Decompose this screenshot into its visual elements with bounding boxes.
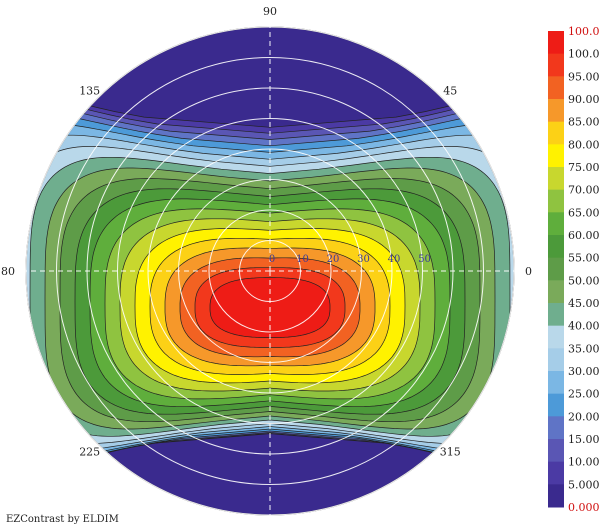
legend-swatch-14	[548, 348, 564, 372]
legend-swatch-19	[548, 461, 564, 485]
legend-swatch-13	[548, 325, 564, 349]
legend-swatch-1	[548, 53, 564, 77]
legend-label-6: 75.00	[568, 161, 600, 174]
angle-label-0: 0	[525, 265, 532, 278]
legend-swatch-7	[548, 189, 564, 213]
legend-swatch-10	[548, 257, 564, 281]
radial-tick-0: 0	[269, 254, 275, 265]
legend-label-8: 65.00	[568, 206, 600, 219]
color-legend: 100.0 100.0 95.00 90.00 85.00 80.00 75.00 70.00…	[548, 25, 600, 514]
radial-tick-labels: 0 10 20 30 40 50	[269, 254, 431, 265]
radial-tick-30: 30	[357, 254, 370, 265]
radial-tick-20: 20	[327, 254, 340, 265]
legend-swatch-9	[548, 235, 564, 259]
legend-label-3: 90.00	[568, 93, 600, 106]
angle-label-45: 45	[443, 85, 457, 98]
legend-swatch-15	[548, 371, 564, 395]
legend-swatch-17	[548, 416, 564, 440]
legend-label-15: 30.00	[568, 365, 600, 378]
legend-swatch-2	[548, 76, 564, 100]
grid-ring-7	[56, 57, 484, 485]
software-credit: EZContrast by ELDIM	[6, 514, 119, 525]
angle-labels: 04590135180225270315	[0, 5, 532, 531]
legend-label-1: 100.0	[568, 48, 600, 61]
legend-label-10: 55.00	[568, 252, 600, 265]
legend-label-19: 10.00	[568, 456, 600, 469]
legend-swatch-3	[548, 99, 564, 123]
legend-swatch-20	[548, 484, 564, 508]
angle-label-180: 180	[0, 265, 15, 278]
legend-swatch-0	[548, 31, 564, 55]
angle-label-315: 315	[440, 445, 461, 458]
legend-label-12: 45.00	[568, 297, 600, 310]
angle-label-135: 135	[79, 85, 100, 98]
legend-swatch-16	[548, 393, 564, 417]
legend-label-21: 0.000	[568, 501, 600, 514]
polar-grid	[25, 26, 515, 516]
legend-label-11: 50.00	[568, 274, 600, 287]
legend-label-13: 40.00	[568, 320, 600, 333]
legend-swatch-18	[548, 439, 564, 463]
legend-swatch-8	[548, 212, 564, 236]
radial-tick-10: 10	[296, 254, 309, 265]
legend-swatch-6	[548, 167, 564, 191]
grid-ring-5	[117, 118, 423, 424]
angle-label-90: 90	[263, 5, 277, 18]
legend-label-9: 60.00	[568, 229, 600, 242]
legend-swatch-5	[548, 144, 564, 168]
legend-label-14: 35.00	[568, 342, 600, 355]
legend-swatch-4	[548, 121, 564, 145]
legend-label-0: 100.0	[568, 25, 600, 38]
angle-label-225: 225	[79, 445, 100, 458]
legend-label-7: 70.00	[568, 184, 600, 197]
legend-label-5: 80.00	[568, 138, 600, 151]
legend-label-16: 25.00	[568, 388, 600, 401]
legend-label-18: 15.00	[568, 433, 600, 446]
legend-swatch-12	[548, 303, 564, 327]
radial-tick-40: 40	[388, 254, 401, 265]
radial-tick-50: 50	[418, 254, 431, 265]
grid-ring-2	[208, 209, 332, 333]
legend-label-2: 95.00	[568, 70, 600, 83]
legend-label-17: 20.00	[568, 410, 600, 423]
legend-label-20: 5.000	[568, 478, 600, 491]
legend-label-4: 85.00	[568, 116, 600, 129]
legend-swatch-11	[548, 280, 564, 304]
